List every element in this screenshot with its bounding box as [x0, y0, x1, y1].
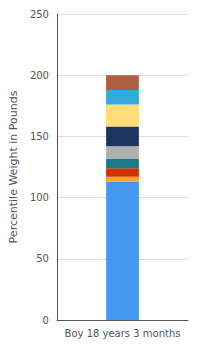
svg-text:250: 250	[30, 9, 49, 20]
svg-text:150: 150	[30, 131, 49, 142]
svg-text:50: 50	[36, 253, 49, 264]
svg-text:Percentile Weight in Pounds: Percentile Weight in Pounds	[7, 90, 20, 243]
svg-text:0: 0	[43, 315, 49, 326]
svg-text:200: 200	[30, 70, 49, 81]
svg-text:Boy 18 years 3 months: Boy 18 years 3 months	[65, 328, 181, 339]
svg-text:100: 100	[30, 192, 49, 203]
